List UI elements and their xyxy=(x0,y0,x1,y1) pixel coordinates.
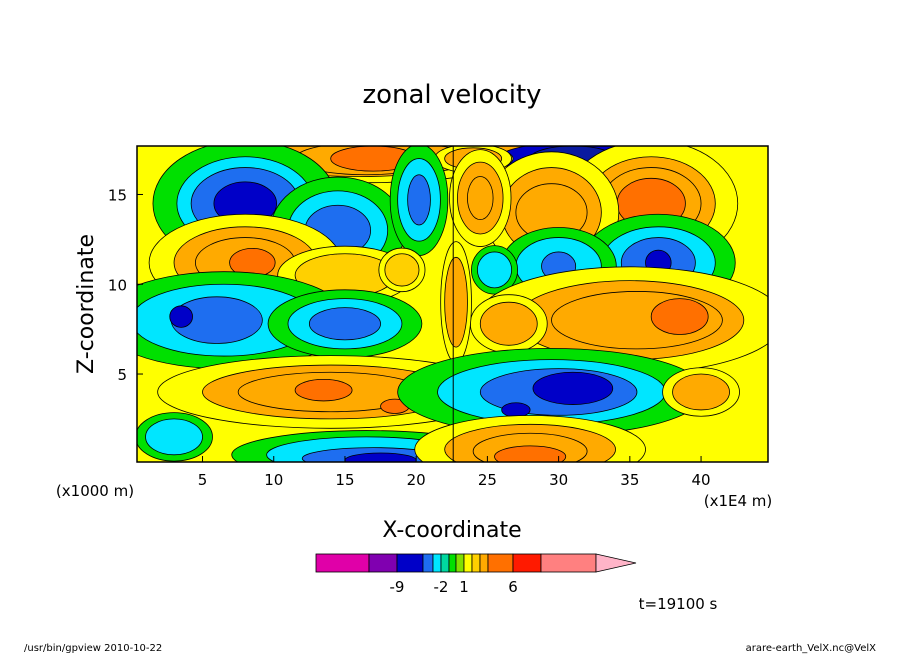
field-contour-57 xyxy=(494,445,567,462)
field-contour-32 xyxy=(384,253,420,287)
field-contour-49 xyxy=(532,371,614,405)
x-scale-note: (x1000 m) xyxy=(56,482,134,500)
colorbar-extension-arrow xyxy=(595,553,637,573)
plot-area xyxy=(137,146,768,462)
x-tick-label-4: 25 xyxy=(478,471,497,489)
x-tick-label-5: 30 xyxy=(549,471,568,489)
colorbar-swatch-13 xyxy=(540,553,597,573)
colorbar-label-3: 6 xyxy=(508,578,518,596)
field-contour-51 xyxy=(672,373,730,411)
field-contour-14 xyxy=(467,176,494,221)
time-label: t=19100 s xyxy=(639,595,718,613)
colorbar: -9 -2 1 6 xyxy=(315,553,637,596)
colorbar-swatch-11 xyxy=(487,553,514,573)
field-contour-41 xyxy=(479,301,538,346)
field-contour-40 xyxy=(650,298,709,335)
field-contour-58 xyxy=(145,418,203,456)
field-contour-21 xyxy=(407,174,431,226)
x-axis: 5 10 15 20 25 30 35 40 xyxy=(198,456,711,489)
colorbar-swatch-12 xyxy=(512,553,542,573)
x-tick-label-1: 10 xyxy=(264,471,283,489)
colorbar-swatch-10 xyxy=(479,553,489,573)
x-tick-label-0: 5 xyxy=(198,471,208,489)
y-tick-label-2: 15 xyxy=(108,186,127,204)
x-tick-label-6: 35 xyxy=(620,471,639,489)
colorbar-label-2: 1 xyxy=(459,578,469,596)
colorbar-swatch-9 xyxy=(471,553,481,573)
plot-frame xyxy=(136,145,769,463)
colorbar-swatch-0 xyxy=(315,553,370,573)
colorbar-swatch-2 xyxy=(396,553,424,573)
y-tick-label-0: 5 xyxy=(117,366,127,384)
y-axis-label: Z-coordinate xyxy=(74,234,99,374)
y-tick-label-1: 10 xyxy=(108,276,127,294)
field-contour-45 xyxy=(294,379,353,402)
field-contour-37 xyxy=(308,307,381,341)
colorbar-swatch-5 xyxy=(440,553,450,573)
chart-title: zonal velocity xyxy=(362,80,541,110)
x-tick-label-7: 40 xyxy=(692,471,711,489)
colorbar-swatch-3 xyxy=(422,553,434,573)
x-tick-label-2: 15 xyxy=(335,471,354,489)
colorbar-swatch-4 xyxy=(432,553,442,573)
x-unit-note: (x1E4 m) xyxy=(704,492,773,510)
y-axis: 5 10 15 xyxy=(108,186,143,384)
field-contour-54 xyxy=(344,452,417,462)
colorbar-swatch-6 xyxy=(448,553,457,573)
x-tick-label-3: 20 xyxy=(407,471,426,489)
field-contour-30 xyxy=(477,251,513,289)
colorbar-swatch-8 xyxy=(463,553,473,573)
colorbar-label-1: -2 xyxy=(434,578,449,596)
footer-right: arare-earth_VelX.nc@VelX xyxy=(746,643,877,654)
field-contour-35 xyxy=(169,305,193,328)
x-axis-label: X-coordinate xyxy=(382,518,521,543)
colorbar-swatch-1 xyxy=(368,553,398,573)
field-contour-42 xyxy=(444,256,468,348)
colorbar-swatch-7 xyxy=(455,553,465,573)
field-contour-50 xyxy=(501,402,531,418)
colorbar-label-0: -9 xyxy=(390,578,405,596)
footer-left: /usr/bin/gpview 2010-10-22 xyxy=(24,643,162,654)
